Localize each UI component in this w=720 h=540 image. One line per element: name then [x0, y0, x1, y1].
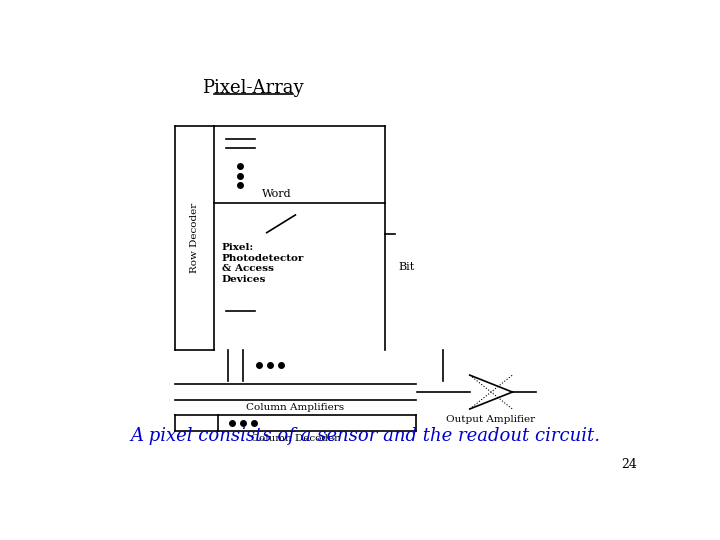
- Text: Pixel:
Photodetector
& Access
Devices: Pixel: Photodetector & Access Devices: [222, 244, 304, 284]
- Text: A pixel consists of a sensor and the readout circuit.: A pixel consists of a sensor and the rea…: [130, 427, 600, 445]
- Text: Bit: Bit: [398, 261, 415, 272]
- Text: Pixel-Array: Pixel-Array: [202, 79, 304, 97]
- Text: 24: 24: [621, 458, 637, 471]
- Text: Column Decoder: Column Decoder: [251, 434, 339, 443]
- Text: Column Amplifiers: Column Amplifiers: [246, 403, 344, 412]
- Text: Row Decoder: Row Decoder: [190, 203, 199, 273]
- Text: Word: Word: [262, 189, 292, 199]
- Text: Output Amplifier: Output Amplifier: [446, 415, 536, 424]
